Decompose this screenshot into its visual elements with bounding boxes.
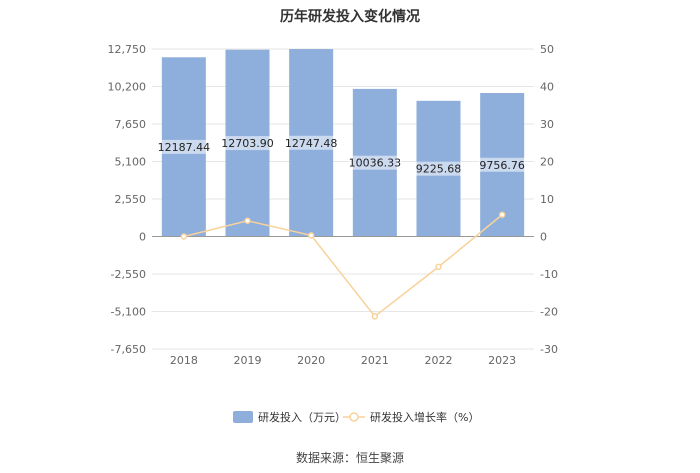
- y-left-tick-label: -2,550: [111, 268, 146, 281]
- y-right-tick-label: 0: [540, 231, 547, 244]
- bar-data-label: 10036.33: [349, 157, 402, 170]
- y-right-tick-label: 40: [540, 81, 554, 94]
- growth-rate-point: [371, 313, 379, 320]
- y-left-tick-label: 7,650: [115, 118, 147, 131]
- bar-data-label: 12747.48: [285, 137, 338, 150]
- data-label-bg: [415, 161, 462, 176]
- x-tick-label: 2021: [361, 354, 389, 367]
- x-tick-label: 2020: [297, 354, 325, 367]
- y-left-tick-label: 5,100: [115, 156, 147, 169]
- y-left-tick-label: 12,750: [108, 43, 147, 56]
- y-right-tick-label: 10: [540, 193, 554, 206]
- growth-rate-line: [183, 214, 503, 318]
- y-left-tick-label: 2,550: [115, 193, 147, 206]
- bar-data-label: 12187.44: [158, 141, 211, 154]
- chart-title: 历年研发投入变化情况: [280, 9, 420, 25]
- growth-rate-point: [307, 232, 315, 239]
- y-right-tick-label: -30: [540, 343, 558, 356]
- y-right-tick-label: 30: [540, 118, 554, 131]
- data-label-bg: [348, 155, 402, 170]
- legend-line-marker: [349, 412, 359, 422]
- y-right-tick-label: 50: [540, 43, 554, 56]
- growth-rate-point: [180, 233, 188, 240]
- data-label-bg: [478, 157, 526, 172]
- x-tick-label: 2018: [170, 354, 198, 367]
- bar-data-label: 9225.68: [416, 163, 462, 176]
- growth-rate-point: [435, 263, 442, 271]
- legend-bar-label: 研发投入（万元）: [258, 410, 346, 424]
- growth-rate-point: [498, 211, 506, 218]
- growth-rate-point: [244, 217, 251, 224]
- y-left-tick-label: -5,100: [111, 306, 146, 319]
- y-right-tick-label: 20: [540, 156, 554, 169]
- x-tick-label: 2022: [425, 354, 453, 367]
- y-left-tick-label: -7,650: [111, 343, 146, 356]
- legend-bar-swatch: [233, 411, 253, 423]
- bar-data-label: 9756.76: [479, 159, 525, 172]
- data-label-bg: [284, 135, 338, 150]
- y-right-tick-label: -10: [540, 268, 558, 281]
- legend-line-label: 研发投入增长率（%）: [370, 410, 479, 424]
- bar-data-label: 12703.90: [221, 137, 274, 150]
- data-label-bg: [220, 136, 275, 151]
- y-right-tick-label: -20: [540, 306, 558, 319]
- y-left-tick-label: 0: [139, 231, 146, 244]
- source-note: 数据来源：恒生聚源: [295, 451, 404, 465]
- data-label-bg: [157, 139, 211, 154]
- y-left-tick-label: 10,200: [108, 81, 147, 94]
- x-tick-label: 2023: [488, 354, 516, 367]
- x-tick-label: 2019: [234, 354, 262, 367]
